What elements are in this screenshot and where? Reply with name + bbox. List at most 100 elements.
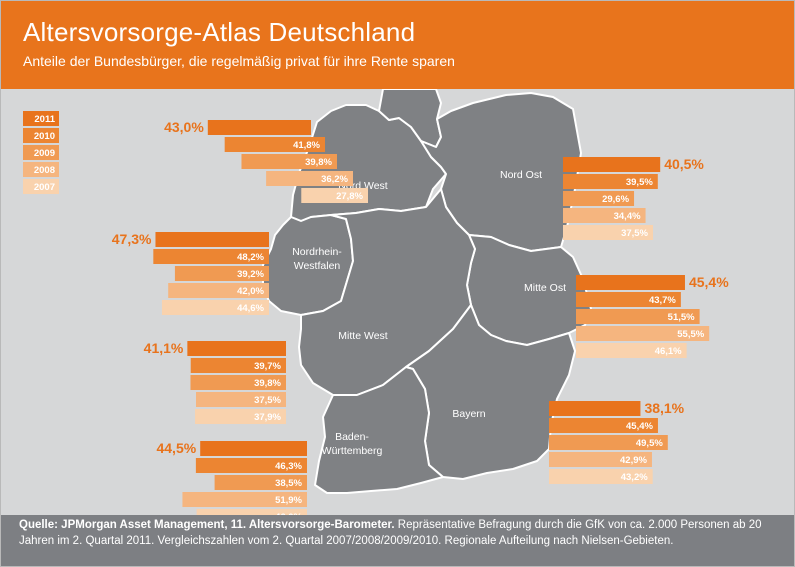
legend-swatch-2010 [23, 128, 59, 143]
value-label-nordrhein-westfalen-2010: 48,2% [237, 252, 264, 263]
legend-swatch-2011 [23, 111, 59, 126]
value-label-baden-württemberg-2007: 46,0% [275, 512, 302, 515]
bar-nordrhein-westfalen-2010 [153, 249, 269, 264]
region-mitte-ost: Mitte Ost 45,4% 43,7% 51,5% 55,5% 46,1% [524, 274, 729, 358]
bar-bayern-2011 [549, 401, 641, 416]
value-label-bayern-2008: 42,9% [620, 455, 647, 466]
region-bayern: Bayern 38,1% 45,4% 49,5% 42,9% 43,2% [452, 400, 685, 484]
region-nord-ost: Nord Ost 40,5% 39,5% 29,6% 34,4% 37,5% [500, 156, 704, 240]
legend-label-2008: 2008 [34, 165, 55, 176]
header-band: Altersvorsorge-Atlas Deutschland Anteile… [1, 1, 794, 89]
chart-area: 2011 2010 2009 2008 2007 Nord West 43,0% 41,8%… [1, 89, 794, 515]
bar-bayern-2008 [549, 452, 652, 467]
bar-bayern-2010 [549, 418, 658, 433]
region-shape-baden-wuerttemberg [314, 366, 444, 494]
bar-bayern-2007 [549, 469, 653, 484]
region-baden-württemberg: Baden-Württemberg 44,5% 46,3% 38,5% 51,9% 46,… [156, 431, 382, 515]
legend-swatch-2007 [23, 179, 59, 194]
bar-mitte-west-2009 [190, 375, 286, 390]
bar-nord-ost-2010 [563, 174, 658, 189]
bar-mitte-ost-2007 [576, 343, 687, 358]
region-name-nord-ost: Nord Ost [500, 169, 542, 181]
bar-mitte-ost-2008 [576, 326, 710, 341]
legend-label-2009: 2009 [34, 148, 55, 159]
bar-nordrhein-westfalen-2008 [168, 283, 269, 298]
bar-nordrhein-westfalen-2009 [174, 266, 269, 281]
region-name-bayern: Bayern [452, 408, 485, 420]
value-label-baden-württemberg-2010: 46,3% [275, 461, 302, 472]
bar-mitte-ost-2009 [576, 309, 700, 324]
value-label-nord-ost-2010: 39,5% [626, 177, 653, 188]
page-subtitle: Anteile der Bundesbürger, die regelmäßig… [23, 53, 455, 69]
region-name-baden-württemberg: Baden-Württemberg [322, 431, 383, 457]
region-nordrhein-westfalen: Nordrhein-Westfalen 47,3% 48,2% 39,2% 42,0% 4… [112, 231, 342, 315]
bar-nordrhein-westfalen-2011 [155, 232, 269, 247]
bar-mitte-west-2007 [195, 409, 286, 424]
bar-baden-württemberg-2011 [200, 441, 307, 456]
value-label-mitte-ost-2009: 51,5% [668, 312, 695, 323]
bar-nord-ost-2011 [563, 157, 661, 172]
legend-swatch-2009 [23, 145, 59, 160]
value-label-mitte-ost-2010: 43,7% [649, 295, 676, 306]
value-label-bayern-2007: 43,2% [621, 472, 648, 483]
value-label-mitte-ost-2007: 46,1% [655, 346, 682, 357]
value-label-mitte-ost-2008: 55,5% [677, 329, 704, 340]
legend-label-2011: 2011 [34, 114, 55, 125]
bar-nord-ost-2008 [563, 208, 646, 223]
value-label-nord-ost-2007: 37,5% [621, 228, 648, 239]
value-label-nordrhein-westfalen-2007: 44,6% [237, 303, 264, 314]
region-mitte-west: Mitte West 41,1% 39,7% 39,8% 37,5% 37,9% [144, 330, 388, 424]
bar-nordrhein-westfalen-2007 [161, 300, 269, 315]
value-label-nord-west-2008: 36,2% [321, 174, 348, 185]
value-label-baden-württemberg-2008: 51,9% [275, 495, 302, 506]
bar-nord-ost-2009 [563, 191, 635, 206]
region-name-mitte-west: Mitte West [338, 330, 387, 342]
value-label-baden-württemberg-2009: 38,5% [275, 478, 302, 489]
value-label-mitte-west-2008: 37,5% [254, 395, 281, 406]
value-label-mitte-west-2009: 39,8% [254, 378, 281, 389]
bar-nord-west-2008 [266, 171, 353, 186]
value-label-mitte-west-2007: 37,9% [254, 412, 281, 423]
value-label-nord-west-2010: 41,8% [293, 140, 320, 151]
legend-label-2010: 2010 [34, 131, 55, 142]
bar-mitte-ost-2011 [576, 275, 685, 290]
bar-bayern-2009 [549, 435, 668, 450]
bar-nord-west-2007 [301, 188, 368, 203]
source-footer: Quelle: JPMorgan Asset Management, 11. A… [1, 515, 794, 566]
value-label-nordrhein-westfalen-2011: 47,3% [112, 231, 152, 247]
region-name-nordrhein-westfalen: Nordrhein-Westfalen [292, 246, 342, 272]
value-label-nord-west-2007: 27,8% [336, 191, 363, 202]
chart-legend: 2011 2010 2009 2008 2007 [23, 111, 59, 194]
value-label-bayern-2010: 45,4% [626, 421, 653, 432]
bar-nord-ost-2007 [563, 225, 653, 240]
bar-baden-württemberg-2009 [214, 475, 307, 490]
bar-baden-württemberg-2007 [196, 509, 307, 515]
page-title: Altersvorsorge-Atlas Deutschland [23, 17, 416, 47]
value-label-nord-ost-2009: 29,6% [602, 194, 629, 205]
legend-swatch-2008 [23, 162, 59, 177]
bar-baden-württemberg-2010 [195, 458, 307, 473]
value-label-mitte-west-2010: 39,7% [254, 361, 281, 372]
value-label-nord-ost-2011: 40,5% [664, 156, 704, 172]
value-label-bayern-2009: 49,5% [636, 438, 663, 449]
legend-label-2007: 2007 [34, 182, 55, 193]
source-description: Repräsentative Befragung durch die GfK v… [19, 519, 762, 547]
value-label-nord-ost-2008: 34,4% [614, 211, 641, 222]
value-label-mitte-west-2011: 41,1% [144, 340, 184, 356]
bar-nord-west-2011 [207, 120, 311, 135]
value-label-nord-west-2011: 43,0% [164, 119, 204, 135]
bar-nord-west-2009 [241, 154, 337, 169]
bar-baden-württemberg-2008 [182, 492, 307, 507]
germany-map [262, 89, 592, 494]
value-label-nordrhein-westfalen-2009: 39,2% [237, 269, 264, 280]
value-label-nord-west-2009: 39,8% [305, 157, 332, 168]
bar-mitte-ost-2010 [576, 292, 681, 307]
value-label-nordrhein-westfalen-2008: 42,0% [237, 286, 264, 297]
value-label-bayern-2011: 38,1% [644, 400, 684, 416]
bar-nord-west-2010 [224, 137, 325, 152]
bar-mitte-west-2008 [196, 392, 286, 407]
